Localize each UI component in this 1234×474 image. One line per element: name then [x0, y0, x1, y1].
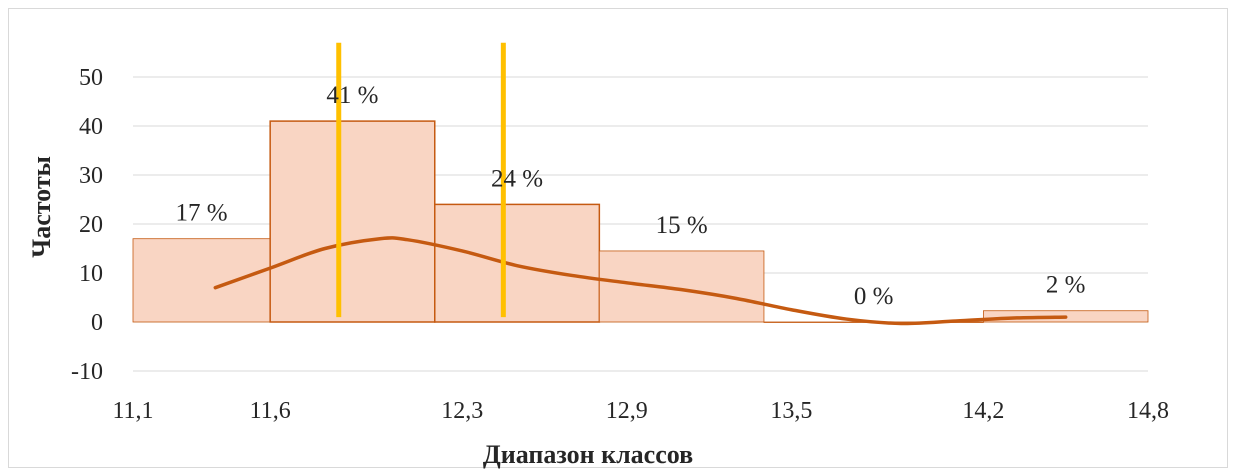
x-axis-ticks: 11,1 11,6 12,3 12,9 13,5 14,2 14,8 [112, 398, 1169, 424]
y-axis-ticks: -10 0 10 20 30 40 50 [71, 65, 103, 385]
bar-data-label: 24 % [491, 165, 543, 192]
histogram-bar [132, 238, 271, 323]
histogram-bar [269, 120, 436, 323]
density-curve [213, 236, 1068, 326]
y-tick-label: 10 [79, 261, 103, 287]
bar-data-label: 0 % [854, 283, 894, 310]
bar-data-label: 15 % [656, 212, 708, 239]
histogram-bar [434, 203, 601, 323]
y-axis-title: Частоты [27, 156, 56, 258]
x-tick-label: 12,9 [606, 398, 648, 424]
bar-data-label: 41 % [326, 82, 378, 109]
bar-data-label: 17 % [176, 200, 228, 227]
histogram-bar [598, 250, 765, 323]
y-tick-label: 20 [79, 212, 103, 238]
y-tick-label: 40 [79, 114, 103, 140]
vertical-marker-lines [336, 42, 506, 318]
y-tick-label: 50 [79, 65, 103, 91]
bar-labels: 17 % 41 % 24 % 15 % 0 % 2 % [176, 82, 1086, 310]
bar-data-label: 2 % [1046, 272, 1086, 299]
x-axis-title: Диапазон классов [483, 440, 693, 469]
chart-frame [8, 8, 1228, 468]
x-tick-label: 11,1 [112, 398, 153, 424]
density-curve-layer [213, 236, 1068, 326]
y-tick-label: -10 [71, 359, 103, 385]
histogram-bars [132, 120, 1149, 323]
x-tick-label: 12,3 [441, 398, 483, 424]
x-tick-label: 14,8 [1127, 398, 1169, 424]
x-tick-label: 13,5 [770, 398, 812, 424]
y-tick-label: 0 [91, 310, 103, 336]
x-tick-label: 14,2 [962, 398, 1004, 424]
y-tick-label: 30 [79, 163, 103, 189]
x-tick-label: 11,6 [250, 398, 291, 424]
